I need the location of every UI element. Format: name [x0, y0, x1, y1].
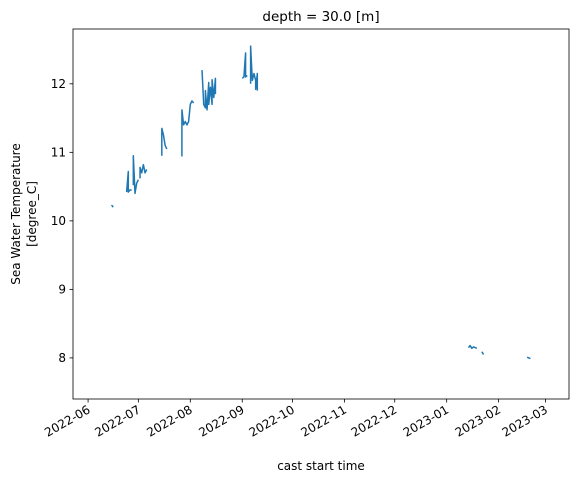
x-tick-label: 2022-07: [92, 402, 142, 439]
series-line-segment: [125, 170, 132, 193]
y-axis-label-line2: [degree_C]: [25, 181, 39, 247]
series-line-segment: [526, 356, 531, 360]
series-line-segment: [181, 100, 195, 157]
plot-lines: [110, 45, 531, 360]
series-line-segment: [132, 155, 140, 195]
x-tick-label: 2023-03: [500, 402, 550, 439]
series-line-segment: [139, 163, 148, 179]
series-line-segment: [481, 351, 485, 355]
x-tick-label: 2022-10: [247, 402, 297, 439]
y-tick-label: 11: [51, 146, 66, 160]
x-axis: 2022-06 2022-07 2022-08 2022-09 2022-10 2022-…: [42, 399, 550, 440]
series-line-segment: [249, 45, 259, 91]
x-tick-label: 2022-09: [196, 402, 246, 439]
x-tick-label: 2022-06: [42, 402, 92, 439]
series-line-segment: [467, 344, 478, 350]
y-tick-label: 10: [51, 214, 66, 228]
x-axis-label: cast start time: [277, 459, 365, 473]
y-tick-label: 12: [51, 77, 66, 91]
y-tick-label: 8: [58, 351, 66, 365]
x-tick-label: 2023-01: [401, 402, 451, 439]
y-axis: 8 9 10 11 12: [51, 77, 73, 365]
y-axis-label-line1: Sea Water Temperature: [9, 143, 23, 284]
series-line-segment: [161, 127, 168, 156]
series-line-segment: [110, 204, 114, 208]
x-tick-label: 2022-12: [349, 402, 399, 439]
series-line-segment: [241, 52, 248, 79]
x-tick-label: 2023-02: [453, 402, 503, 439]
x-tick-label: 2022-08: [144, 402, 194, 439]
chart-title: depth = 30.0 [m]: [262, 9, 379, 25]
y-tick-label: 9: [58, 283, 66, 297]
plot-frame: [72, 28, 570, 400]
series-line-segment: [201, 70, 217, 111]
x-tick-label: 2022-11: [299, 402, 349, 439]
y-axis-label: Sea Water Temperature [degree_C]: [9, 143, 39, 284]
